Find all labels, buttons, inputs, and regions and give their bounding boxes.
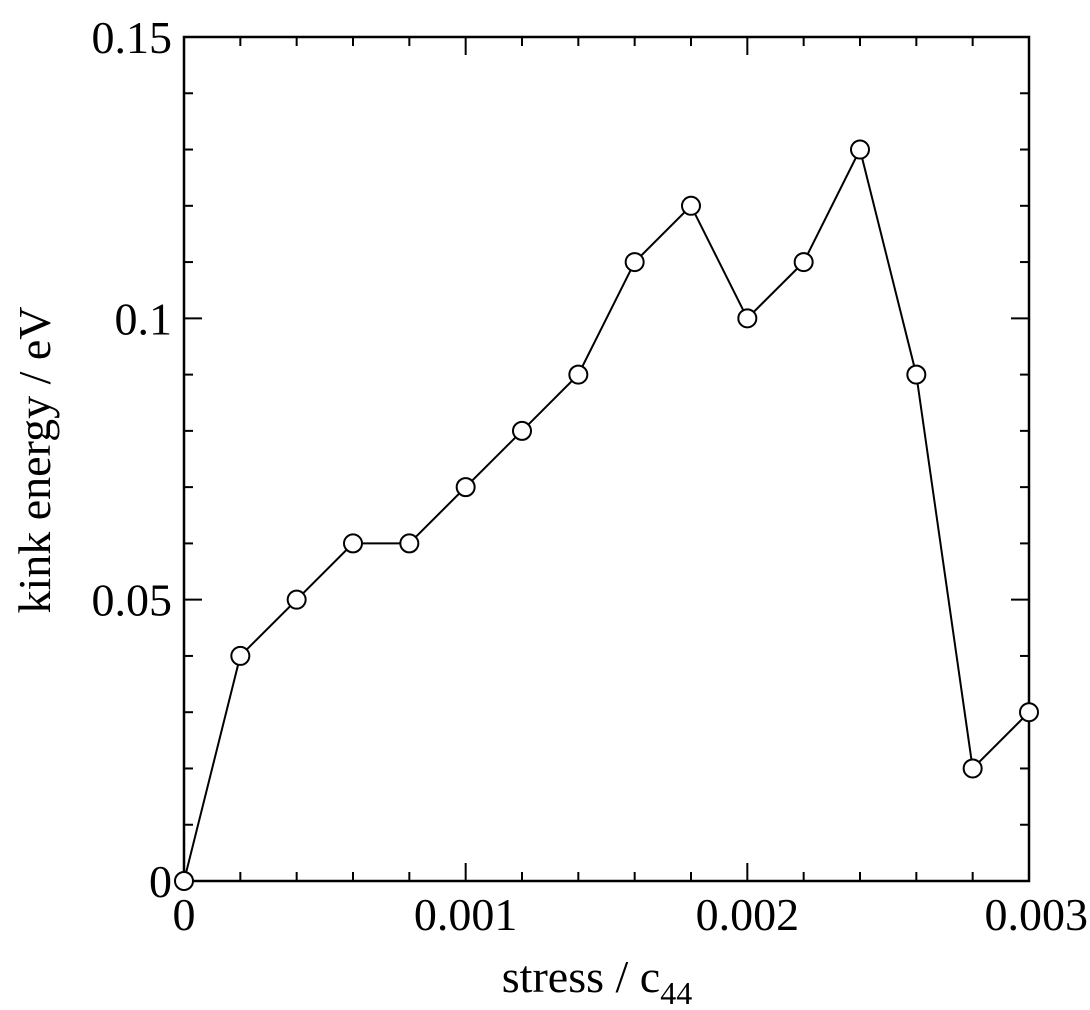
y-tick-labels: 0 0.05 0.1 0.15 <box>92 12 173 907</box>
data-point <box>399 533 420 554</box>
data-points <box>174 139 1039 891</box>
data-point <box>1019 702 1039 723</box>
x-tick-label: 0.001 <box>414 889 518 940</box>
data-point <box>174 871 194 891</box>
data-point <box>624 252 645 273</box>
data-point <box>850 139 870 160</box>
data-point <box>568 364 589 385</box>
x-axis-title: stress / c44 <box>502 951 692 1005</box>
x-tick-labels: 0 0.001 0.002 0.003 <box>173 889 1089 940</box>
data-point <box>906 364 927 385</box>
x-axis-title-main: stress / c <box>502 951 660 1002</box>
data-point <box>286 589 307 610</box>
data-point <box>512 420 532 441</box>
data-point <box>962 758 983 779</box>
x-tick-label: 0 <box>173 889 196 940</box>
y-axis-title: kink energy / eV <box>9 306 60 613</box>
series-line <box>183 146 1030 882</box>
x-tick-label: 0.002 <box>696 889 800 940</box>
minor-ticks <box>184 37 1029 881</box>
data-point <box>230 645 251 666</box>
x-tick-label: 0.003 <box>985 889 1089 940</box>
y-tick-label: 0.1 <box>115 293 173 344</box>
x-axis-title-subscript: 44 <box>660 975 692 1005</box>
major-ticks <box>183 36 1030 882</box>
data-point <box>681 195 701 216</box>
y-tick-label: 0 <box>149 856 172 907</box>
plot-frame <box>182 35 1031 883</box>
y-tick-label: 0.05 <box>92 575 173 626</box>
data-point <box>343 533 363 554</box>
data-point <box>737 308 758 329</box>
data-point <box>793 252 814 273</box>
y-tick-label: 0.15 <box>92 12 173 63</box>
data-point <box>455 477 476 498</box>
